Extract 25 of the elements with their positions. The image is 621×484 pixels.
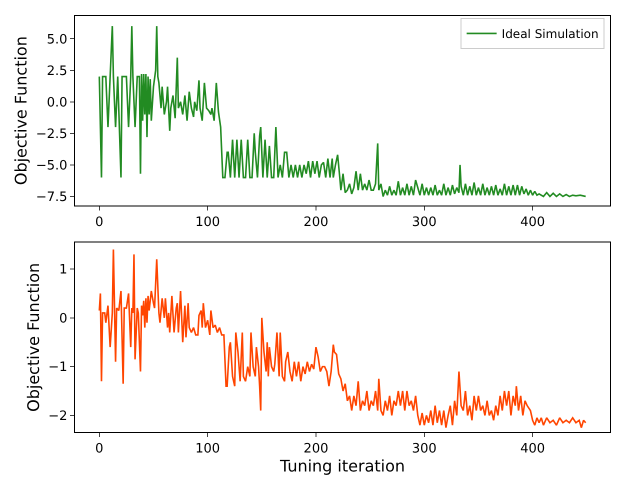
x-tick-label: 0	[95, 442, 104, 457]
y-tick-label: 0	[59, 311, 68, 326]
y-tick-label: −2	[48, 408, 68, 424]
x-tick-label: 200	[304, 442, 328, 457]
x-axis-title: Tuning iteration	[278, 456, 406, 476]
y-tick-label: −5.0	[36, 158, 68, 174]
x-tick-label: 200	[304, 214, 328, 230]
x-tick-label: 400	[520, 214, 546, 230]
y-tick-label: 2.5	[46, 64, 68, 79]
x-tick-label: 0	[95, 214, 104, 230]
legend-label: Ideal Simulation	[502, 27, 599, 42]
y-axis-title: Objective Function	[12, 36, 31, 186]
y-tick-label: 1	[59, 262, 68, 278]
x-tick-label: 300	[412, 442, 437, 457]
y-tick-label: −7.5	[36, 190, 68, 205]
y-axis-title: Objective Function	[24, 262, 44, 412]
y-tick-label: 0.0	[46, 95, 68, 110]
y-tick-label: 5.0	[46, 32, 68, 48]
y-tick-label: −1	[48, 360, 68, 376]
x-tick-label: 400	[520, 442, 546, 457]
x-tick-label: 100	[195, 214, 220, 230]
x-tick-label: 100	[195, 442, 220, 457]
line-series	[98, 248, 586, 428]
x-tick-label: 300	[412, 214, 437, 230]
y-tick-label: −2.5	[36, 126, 68, 142]
